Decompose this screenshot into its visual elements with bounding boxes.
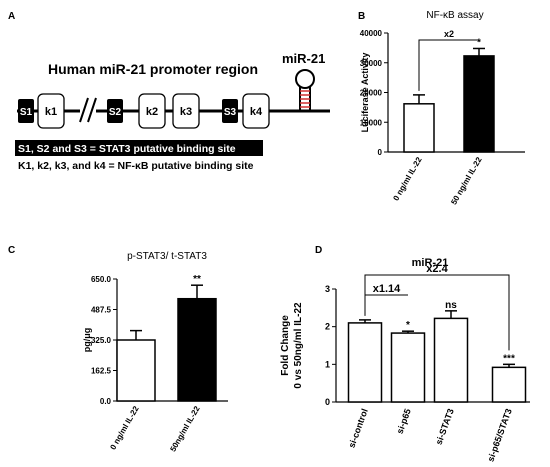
panel-d: D miR-21 0 1 2 3 Fold Change 0 vs 50ng/ml IL-2… — [280, 245, 530, 463]
stat3-site-label: S2 — [109, 107, 122, 118]
panel-c-letter: C — [8, 245, 15, 256]
y-tick-label: 3 — [325, 284, 330, 294]
fold-label: x1.14 — [373, 283, 401, 295]
panel-a: A Human miR-21 promoter region miR-21 S1 — [8, 11, 330, 172]
bar — [463, 55, 495, 153]
y-tick-label: 162.5 — [91, 367, 112, 376]
panel-b-letter: B — [358, 11, 365, 22]
y-tick-label: 10000 — [360, 118, 383, 127]
category-label: 50ng/ml IL-22 — [168, 404, 202, 453]
stat3-legend: S1, S2 and S3 = STAT3 putative binding s… — [18, 143, 236, 155]
y-tick-label: 40000 — [360, 29, 383, 38]
bar — [491, 366, 527, 403]
nfkb-site-label: k1 — [45, 106, 57, 118]
y-tick-label: 487.5 — [91, 306, 112, 315]
y-tick-label: 1 — [325, 359, 330, 369]
significance-label: *** — [503, 353, 515, 364]
chart-title: p-STAT3/ t-STAT3 — [127, 251, 207, 262]
nfkb-site-label: k4 — [250, 106, 263, 118]
fold-label: x2 — [444, 29, 454, 39]
nfkb-site-k2: k2 — [138, 93, 166, 129]
y-tick-label: 0 — [325, 397, 330, 407]
stat3-legend-bg — [15, 140, 263, 156]
significance-label: * — [406, 320, 410, 331]
nfkb-legend: K1, k2, k3, and k4 = NF-κB putative bind… — [18, 160, 254, 172]
y-tick-label: 20000 — [360, 89, 383, 98]
bar — [403, 103, 435, 153]
bar — [390, 332, 426, 403]
y-tick-label: 650.0 — [91, 275, 112, 284]
nfkb-site-k4: k4 — [242, 93, 270, 129]
panel-b: B NF-κB assay 0 10000 20000 30000 40000 Lucife… — [358, 10, 525, 206]
stat3-site-s2: S2 — [107, 99, 123, 123]
category-label: si-p65/STAT3 — [485, 407, 513, 463]
panel-a-letter: A — [8, 11, 15, 22]
break-mark-icon — [79, 97, 97, 123]
bar — [116, 339, 156, 402]
panel-c: C p-STAT3/ t-STAT3 0.0 162.5 325.0 487.5 650.… — [8, 245, 228, 453]
promoter-title: Human miR-21 promoter region — [48, 61, 258, 77]
bar — [347, 322, 383, 403]
stat3-site-s1: S1 — [18, 99, 34, 123]
category-label: 50 ng/ml IL-22 — [449, 155, 484, 206]
y-tick-label: 2 — [325, 322, 330, 332]
y-tick-label: 0.0 — [100, 397, 112, 406]
stat3-site-s3: S3 — [222, 99, 238, 123]
comparison-bracket — [418, 39, 479, 91]
chart-title: NF-κB assay — [426, 10, 483, 21]
significance-label: ns — [445, 300, 457, 311]
nfkb-site-k1: k1 — [37, 93, 65, 129]
category-label: si-control — [346, 407, 369, 449]
stat3-site-label: S3 — [224, 107, 237, 118]
nfkb-site-label: k3 — [180, 106, 192, 118]
bar — [177, 297, 217, 402]
bar — [433, 317, 469, 403]
panel-d-letter: D — [315, 245, 322, 256]
significance-label: ** — [193, 274, 201, 285]
mir21-hairpin-icon — [295, 69, 315, 112]
mir21-label: miR-21 — [282, 51, 325, 66]
category-label: 0 ng/ml IL-22 — [391, 155, 424, 202]
comparison-bracket — [364, 274, 510, 351]
significance-label: * — [477, 37, 481, 48]
category-label: si-STAT3 — [434, 407, 456, 446]
nfkb-site-label: k2 — [146, 106, 158, 118]
y-tick-label: 325.0 — [91, 336, 112, 345]
category-label: si-p65 — [395, 407, 413, 435]
fold-label: x2.4 — [426, 263, 448, 275]
y-axis-label: Fold Change 0 vs 50ng/ml IL-22 — [280, 302, 304, 389]
nfkb-site-k3: k3 — [172, 93, 200, 129]
category-label: 0 ng/ml IL-22 — [108, 404, 141, 451]
y-axis-label: pg/μg — [82, 328, 92, 353]
chart-title: miR-21 — [412, 257, 449, 269]
y-axis-label: Luciferase Activity — [360, 53, 370, 133]
y-tick-label: 30000 — [360, 59, 383, 68]
stat3-site-label: S1 — [20, 107, 33, 118]
y-tick-label: 0 — [378, 148, 383, 157]
